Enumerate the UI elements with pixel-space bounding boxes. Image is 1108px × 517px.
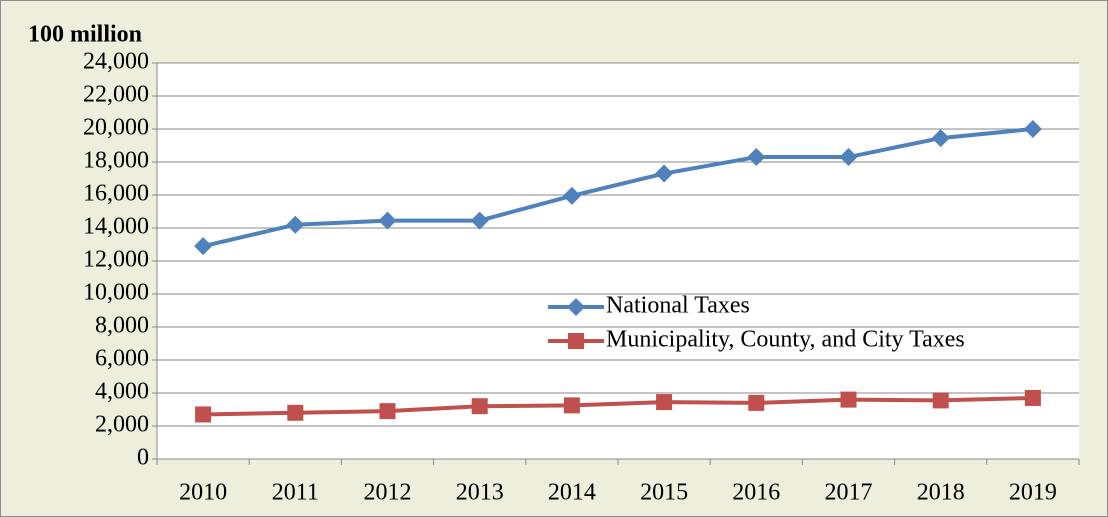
y-tick-label: 10,000 (83, 280, 149, 306)
y-tick-label: 24,000 (83, 49, 149, 75)
legend-label: Municipality, County, and City Taxes (606, 327, 965, 353)
marker (563, 397, 580, 414)
x-tick-label: 2018 (917, 480, 965, 506)
y-axis-label: 100 million (28, 22, 142, 48)
marker (747, 148, 766, 167)
y-tick-label: 20,000 (83, 115, 149, 141)
marker (1024, 389, 1041, 406)
marker (655, 164, 674, 183)
x-tick-label: 2012 (364, 480, 412, 506)
x-tick-label: 2014 (548, 480, 596, 506)
x-tick-label: 2013 (456, 480, 504, 506)
y-tick-label: 2,000 (95, 412, 149, 438)
marker (656, 394, 673, 411)
marker (194, 237, 213, 256)
y-tick-label: 22,000 (83, 82, 149, 108)
marker (567, 298, 585, 316)
marker (287, 404, 304, 421)
y-tick-label: 16,000 (83, 181, 149, 207)
x-tick-label: 2019 (1009, 480, 1057, 506)
marker (931, 129, 950, 148)
y-tick-label: 6,000 (95, 346, 149, 372)
x-tick-label: 2011 (272, 480, 319, 506)
legend-label: National Taxes (606, 293, 750, 319)
marker (840, 391, 857, 408)
x-tick-label: 2015 (640, 480, 688, 506)
y-tick-label: 14,000 (83, 214, 149, 240)
marker (470, 211, 489, 230)
marker (568, 333, 584, 349)
marker (748, 394, 765, 411)
marker (839, 148, 858, 167)
y-tick-label: 8,000 (95, 313, 149, 339)
series-line (203, 395, 1033, 417)
x-tick-label: 2010 (179, 480, 227, 506)
marker (195, 406, 212, 423)
y-tick-label: 0 (137, 445, 149, 471)
marker (471, 398, 488, 415)
marker (562, 186, 581, 205)
x-tick-label: 2016 (732, 480, 780, 506)
marker (379, 403, 396, 420)
y-tick-label: 4,000 (95, 379, 149, 405)
marker (378, 211, 397, 230)
marker (286, 215, 305, 234)
series-line (202, 127, 1034, 249)
x-tick-label: 2017 (825, 480, 873, 506)
marker (1023, 120, 1042, 138)
marker (932, 392, 949, 409)
y-tick-label: 12,000 (83, 247, 149, 273)
y-tick-label: 18,000 (83, 148, 149, 174)
